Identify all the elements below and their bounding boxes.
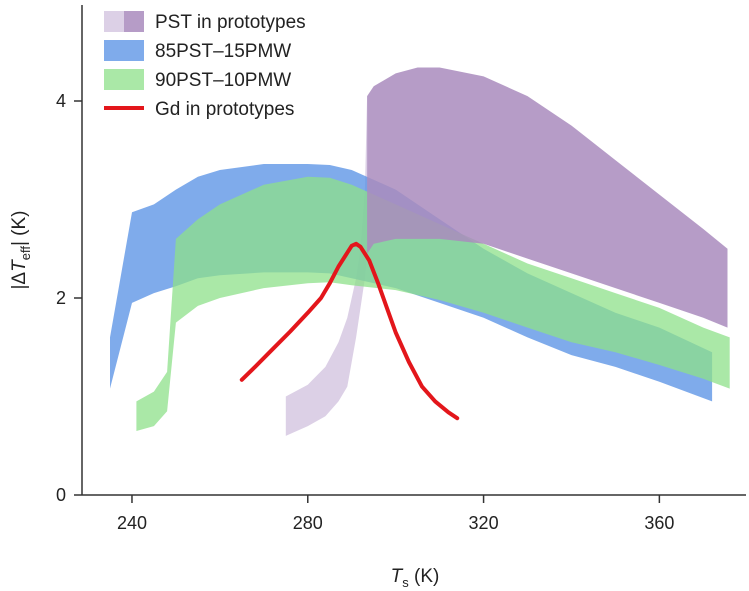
axis-titles: Ts (K) |ΔTeff| (K) xyxy=(9,210,439,590)
legend-item-90pst-10pmw: 90PST–10PMW xyxy=(104,69,291,91)
line-gd-in-prototypes xyxy=(239,241,460,421)
plot-area xyxy=(110,67,730,436)
legend-swatch xyxy=(104,69,144,90)
legend-label: 85PST–15PMW xyxy=(155,41,291,62)
x-tick-label: 320 xyxy=(469,513,499,533)
x-tick-label: 240 xyxy=(117,513,147,533)
legend: PST in prototypes 85PST–15PMW 90PST–10PMW G… xyxy=(104,11,306,120)
legend-item-gd-in-prototypes: Gd in prototypes xyxy=(104,99,294,120)
legend-swatch-pre xyxy=(104,11,124,32)
legend-item-85pst-15pmw: 85PST–15PMW xyxy=(104,40,291,62)
y-tick-label: 0 xyxy=(56,485,66,505)
x-tick-label: 360 xyxy=(644,513,674,533)
y-tick-label: 4 xyxy=(56,91,66,111)
legend-item-pst-in-prototypes: PST in prototypes xyxy=(104,11,306,33)
band-90pst-10pmw xyxy=(136,176,730,431)
band-pst-pre-transition xyxy=(285,96,368,436)
x-tick-label: 280 xyxy=(293,513,323,533)
ticks: 240 280 320 360 0 2 4 xyxy=(56,91,674,533)
legend-label: PST in prototypes xyxy=(155,12,306,33)
x-axis-title: Ts (K) xyxy=(391,566,440,590)
band-pst-in-prototypes xyxy=(367,67,728,328)
axes xyxy=(81,5,746,496)
y-tick-label: 2 xyxy=(56,288,66,308)
legend-label: Gd in prototypes xyxy=(155,99,294,120)
legend-swatch xyxy=(104,40,144,61)
y-axis-title: |ΔTeff| (K) xyxy=(9,210,33,289)
legend-swatch xyxy=(124,11,144,32)
legend-label: 90PST–10PMW xyxy=(155,70,291,91)
series-lines xyxy=(239,241,460,421)
